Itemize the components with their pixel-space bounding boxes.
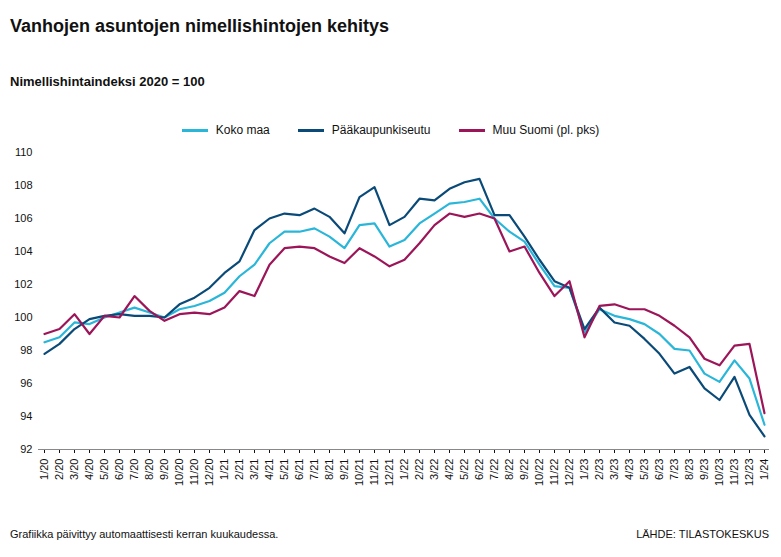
svg-text:2/20: 2/20 — [53, 459, 65, 480]
svg-text:98: 98 — [20, 344, 32, 356]
svg-text:6/23: 6/23 — [653, 459, 665, 480]
html-text:Koko maa: Koko maa — [215, 123, 270, 137]
svg-text:2/21: 2/21 — [233, 459, 245, 480]
svg-text:1/21: 1/21 — [218, 459, 230, 480]
svg-text:3/21: 3/21 — [248, 459, 260, 480]
svg-text:8/21: 8/21 — [323, 459, 335, 480]
svg-text:8/22: 8/22 — [503, 459, 515, 480]
svg-text:1/20: 1/20 — [38, 459, 50, 480]
svg-text:6/21: 6/21 — [293, 459, 305, 480]
html-text:Nimellishintaindeksi 2020 = 10: Nimellishintaindeksi 2020 = 100 — [10, 74, 205, 89]
svg-text:100: 100 — [14, 311, 32, 323]
svg-text:3/23: 3/23 — [608, 459, 620, 480]
svg-text:8/20: 8/20 — [143, 459, 155, 480]
svg-text:8/23: 8/23 — [683, 459, 695, 480]
svg-text:94: 94 — [20, 410, 32, 422]
svg-text:1/23: 1/23 — [578, 459, 590, 480]
html-text:LÄHDE: TILASTOKESKUS: LÄHDE: TILASTOKESKUS — [636, 528, 769, 540]
svg-text:4/23: 4/23 — [623, 459, 635, 480]
svg-text:10/21: 10/21 — [353, 459, 365, 487]
svg-text:12/20: 12/20 — [203, 459, 215, 487]
svg-text:2/23: 2/23 — [593, 459, 605, 480]
svg-text:7/22: 7/22 — [488, 459, 500, 480]
svg-text:4/22: 4/22 — [443, 459, 455, 480]
svg-text:10/23: 10/23 — [713, 459, 725, 487]
svg-text:11/20: 11/20 — [188, 459, 200, 486]
svg-text:9/23: 9/23 — [698, 459, 710, 480]
svg-text:1/24: 1/24 — [758, 459, 770, 480]
svg-text:12/22: 12/22 — [563, 459, 575, 487]
svg-text:1/22: 1/22 — [398, 459, 410, 480]
svg-text:5/21: 5/21 — [278, 459, 290, 480]
svg-text:110: 110 — [15, 146, 33, 158]
svg-text:7/21: 7/21 — [308, 459, 320, 480]
svg-text:12/23: 12/23 — [743, 459, 755, 487]
svg-text:92: 92 — [20, 443, 32, 455]
svg-text:9/21: 9/21 — [338, 459, 350, 480]
svg-text:3/22: 3/22 — [428, 459, 440, 480]
svg-text:11/23: 11/23 — [728, 459, 740, 486]
svg-text:2/22: 2/22 — [413, 459, 425, 480]
svg-text:108: 108 — [14, 179, 32, 191]
svg-text:11/22: 11/22 — [548, 459, 560, 486]
svg-text:5/22: 5/22 — [458, 459, 470, 480]
html-text:Grafiikka päivittyy automaatti: Grafiikka päivittyy automaattisesti kerr… — [10, 528, 279, 540]
svg-text:6/20: 6/20 — [113, 459, 125, 480]
svg-text:9/20: 9/20 — [158, 459, 170, 480]
svg-text:5/20: 5/20 — [98, 459, 110, 480]
svg-text:10/20: 10/20 — [173, 459, 185, 487]
svg-text:7/23: 7/23 — [668, 459, 680, 480]
svg-text:9/22: 9/22 — [518, 459, 530, 480]
svg-text:7/20: 7/20 — [128, 459, 140, 480]
svg-text:96: 96 — [20, 377, 32, 389]
svg-text:106: 106 — [14, 212, 32, 224]
html-text:Muu Suomi (pl. pks): Muu Suomi (pl. pks) — [492, 123, 600, 137]
svg-text:12/21: 12/21 — [383, 459, 395, 487]
html-text:Pääkaupunkiseutu: Pääkaupunkiseutu — [331, 123, 431, 137]
svg-text:3/20: 3/20 — [68, 459, 80, 480]
svg-text:102: 102 — [14, 278, 32, 290]
svg-text:4/20: 4/20 — [83, 459, 95, 480]
svg-text:10/22: 10/22 — [533, 459, 545, 487]
svg-text:6/22: 6/22 — [473, 459, 485, 480]
svg-text:11/21: 11/21 — [368, 459, 380, 486]
html-text:Vanhojen asuntojen nimellishin: Vanhojen asuntojen nimellishintojen kehi… — [10, 16, 390, 36]
svg-text:5/23: 5/23 — [638, 459, 650, 480]
svg-text:104: 104 — [14, 245, 32, 257]
svg-text:4/21: 4/21 — [263, 459, 275, 480]
